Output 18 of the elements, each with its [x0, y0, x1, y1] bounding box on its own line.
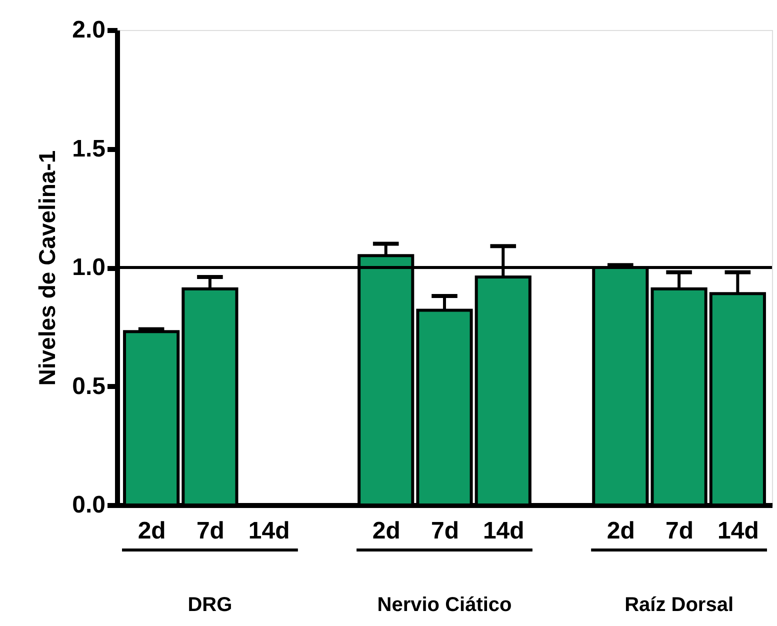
x-tick-label: 2d [606, 518, 635, 544]
x-tick-label: 7d [196, 518, 224, 544]
text: Raíz Dorsal [624, 594, 734, 616]
y-tick-label: 0.5 [72, 372, 106, 400]
x-tick-label: 14d [248, 518, 290, 544]
text: DRG [188, 594, 232, 616]
y-axis-title: Niveles de Cavelina-1 [34, 150, 60, 386]
x-tick-label: 2d [372, 518, 400, 544]
x-tick-label: 7d [430, 518, 460, 544]
text: Nervio Ciático [377, 594, 512, 616]
y-tick-label: 1.5 [72, 135, 106, 162]
y-tick-label: 1.0 [72, 254, 106, 281]
x-tick-label: 14d [482, 518, 524, 544]
x-tick-label: 7d [666, 518, 694, 544]
x-tick-label: 2d [138, 518, 166, 544]
x-tick-label: 14d [718, 518, 759, 544]
y-tick-label: 2.0 [72, 16, 106, 44]
y-tick-label: 0.0 [72, 492, 106, 518]
